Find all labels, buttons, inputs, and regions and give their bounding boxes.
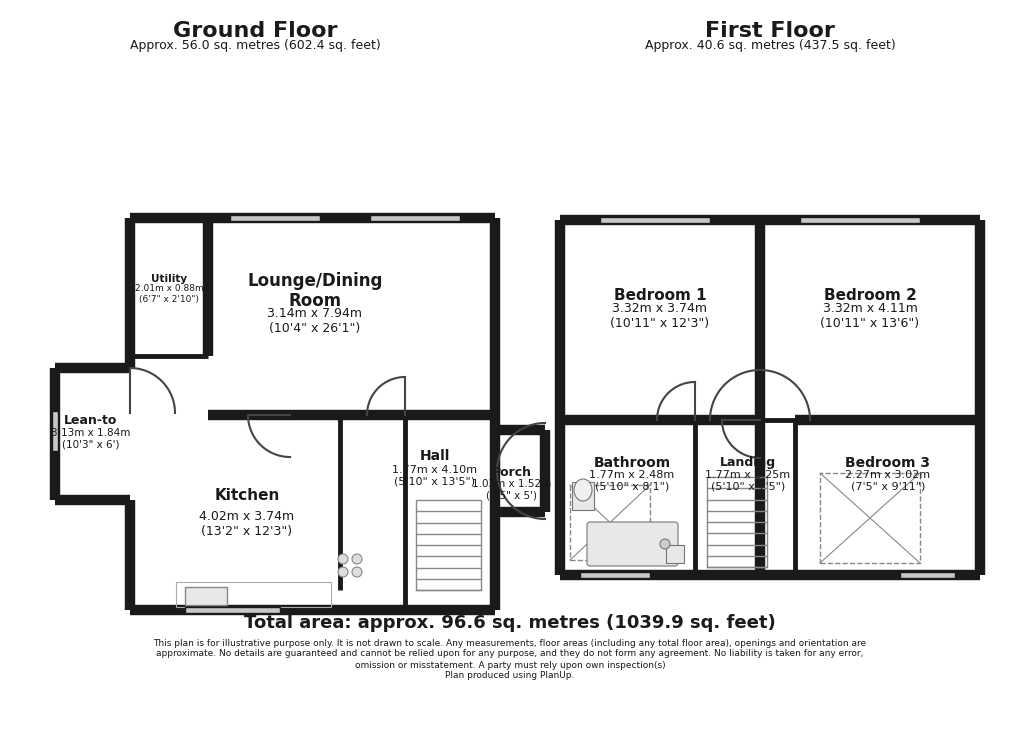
Bar <box>580 572 649 578</box>
Bar <box>176 582 331 607</box>
Circle shape <box>337 554 347 564</box>
Bar <box>184 587 227 605</box>
Bar <box>52 411 58 451</box>
Bar <box>494 430 544 512</box>
Text: Approx. 56.0 sq. metres (602.4 sq. feet): Approx. 56.0 sq. metres (602.4 sq. feet) <box>129 39 380 53</box>
Text: 3.14m x 7.94m
(10'4" x 26'1"): 3.14m x 7.94m (10'4" x 26'1") <box>267 307 362 335</box>
Text: Lounge/Dining
Room: Lounge/Dining Room <box>247 272 382 310</box>
Bar <box>665 545 684 563</box>
Text: Landing: Landing <box>719 456 775 470</box>
Bar <box>706 477 766 567</box>
Bar <box>370 215 460 221</box>
Text: Porch: Porch <box>491 467 532 479</box>
Text: 1.77m x 2.48m
(5'10" x 8'1"): 1.77m x 2.48m (5'10" x 8'1") <box>589 471 674 492</box>
Text: Total area: approx. 96.6 sq. metres (1039.9 sq. feet): Total area: approx. 96.6 sq. metres (103… <box>244 614 775 632</box>
Text: 4.02m x 3.74m
(13'2" x 12'3"): 4.02m x 3.74m (13'2" x 12'3") <box>200 510 294 538</box>
Text: 2.01m x 0.88m
(6'7" x 2'10"): 2.01m x 0.88m (6'7" x 2'10") <box>135 285 203 304</box>
Circle shape <box>337 567 347 577</box>
Bar <box>184 607 280 613</box>
Text: 1.77m x 2.25m
(5'10" x 7'5"): 1.77m x 2.25m (5'10" x 7'5") <box>705 471 790 492</box>
Circle shape <box>352 554 362 564</box>
Text: 1.03m x 1.52m
(3'5" x 5'): 1.03m x 1.52m (3'5" x 5') <box>472 479 551 501</box>
Text: 3.32m x 3.74m
(10'11" x 12'3"): 3.32m x 3.74m (10'11" x 12'3") <box>609 302 709 330</box>
Text: omission or misstatement. A party must rely upon own inspection(s): omission or misstatement. A party must r… <box>355 660 664 670</box>
Circle shape <box>659 539 669 549</box>
Bar <box>819 473 919 563</box>
Bar <box>559 220 979 575</box>
Text: Bathroom: Bathroom <box>593 456 669 470</box>
Text: Plan produced using PlanUp.: Plan produced using PlanUp. <box>445 671 574 680</box>
Text: Kitchen: Kitchen <box>214 488 279 503</box>
Text: First Floor: First Floor <box>704 21 835 41</box>
Text: 1.77m x 4.10m
(5'10" x 13'5"): 1.77m x 4.10m (5'10" x 13'5") <box>392 465 477 487</box>
Text: Ground Floor: Ground Floor <box>172 21 337 41</box>
Text: approximate. No details are guaranteed and cannot be relied upon for any purpose: approximate. No details are guaranteed a… <box>156 650 863 659</box>
Text: 3.13m x 1.84m
(10'3" x 6'): 3.13m x 1.84m (10'3" x 6') <box>51 428 130 450</box>
Bar <box>55 368 129 500</box>
Bar <box>416 500 481 590</box>
Bar <box>570 485 649 560</box>
Bar <box>899 572 954 578</box>
Bar <box>129 218 494 610</box>
Text: Bedroom 1: Bedroom 1 <box>613 288 705 304</box>
FancyBboxPatch shape <box>586 522 678 566</box>
Text: 2.27m x 3.02m
(7'5" x 9'11"): 2.27m x 3.02m (7'5" x 9'11") <box>845 471 929 492</box>
Bar <box>599 217 709 223</box>
Text: Bedroom 3: Bedroom 3 <box>845 456 929 470</box>
Text: This plan is for illustrative purpose only. It is not drawn to scale. Any measur: This plan is for illustrative purpose on… <box>153 639 866 648</box>
Text: Bedroom 2: Bedroom 2 <box>822 288 915 304</box>
Text: 3.32m x 4.11m
(10'11" x 13'6"): 3.32m x 4.11m (10'11" x 13'6") <box>819 302 919 330</box>
Ellipse shape <box>574 479 591 501</box>
Text: Lean-to: Lean-to <box>64 414 117 428</box>
Text: Utility: Utility <box>151 274 186 284</box>
Text: Approx. 40.6 sq. metres (437.5 sq. feet): Approx. 40.6 sq. metres (437.5 sq. feet) <box>644 39 895 53</box>
Text: Hall: Hall <box>420 449 449 463</box>
Bar <box>229 215 320 221</box>
Bar <box>572 482 593 510</box>
Circle shape <box>352 567 362 577</box>
Bar <box>799 217 919 223</box>
